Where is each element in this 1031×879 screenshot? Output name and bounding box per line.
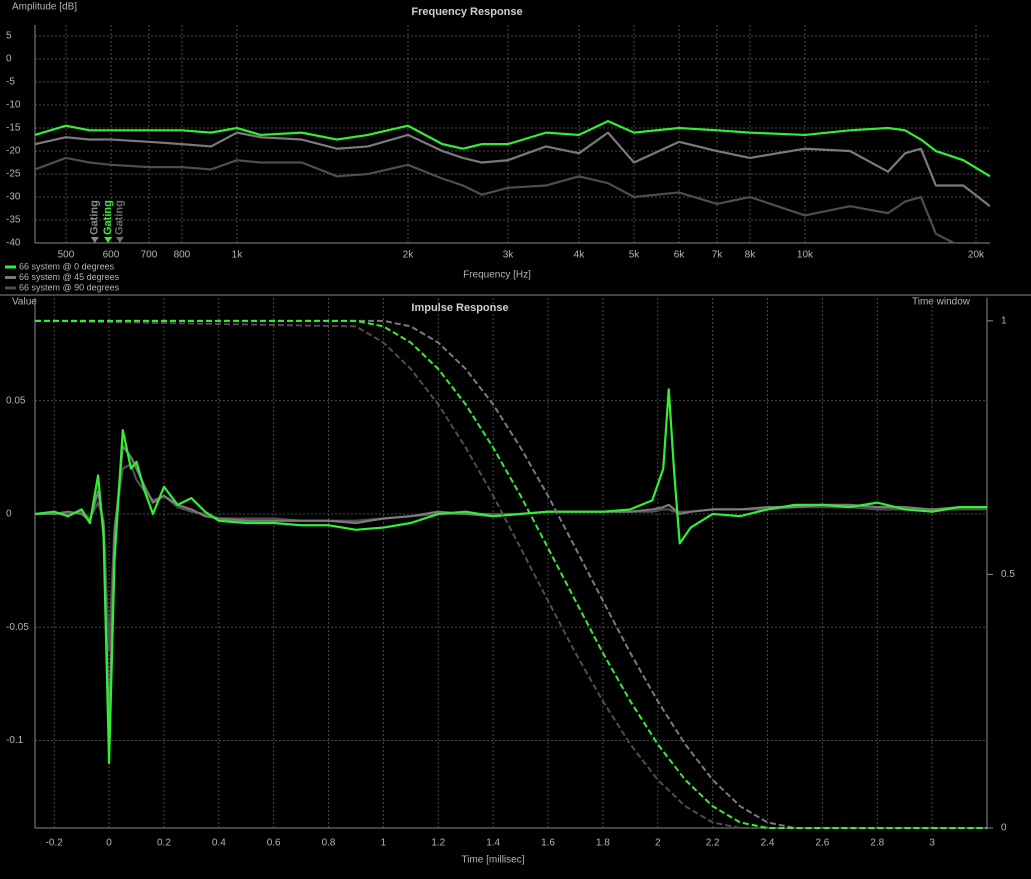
x-tick-label: 2.6 xyxy=(815,838,829,849)
y-axis-label: Amplitude [dB] xyxy=(12,2,77,13)
y2-tick-label: 0 xyxy=(1001,823,1007,834)
y-tick-label: -25 xyxy=(6,169,21,180)
plot-area xyxy=(35,319,987,829)
y-axis-label: Value xyxy=(12,297,37,308)
y-tick-label: 5 xyxy=(6,31,12,42)
y-tick-label: 0 xyxy=(6,509,12,520)
y-tick-label: -35 xyxy=(6,215,21,226)
x-axis-label: Frequency [Hz] xyxy=(463,270,531,281)
x-tick-label: 0.2 xyxy=(157,838,171,849)
y-tick-label: -20 xyxy=(6,146,21,157)
series-line xyxy=(35,131,990,208)
x-tick-label: 2 xyxy=(655,838,661,849)
x-tick-label: 800 xyxy=(174,250,191,261)
x-tick-label: 6k xyxy=(674,250,686,261)
y-tick-label: -30 xyxy=(6,192,21,203)
x-tick-label: 2k xyxy=(403,250,415,261)
y-tick-label: 0.05 xyxy=(6,395,26,406)
series-line xyxy=(35,156,957,243)
x-tick-label: 2.8 xyxy=(870,838,884,849)
series-line xyxy=(35,444,987,731)
x-tick-label: 2.2 xyxy=(706,838,720,849)
x-tick-label: 4k xyxy=(574,250,586,261)
legend-label: 66 system @ 90 degrees xyxy=(19,282,120,292)
x-tick-label: 1.8 xyxy=(596,838,610,849)
series-line xyxy=(35,319,987,829)
gating-marker xyxy=(104,237,113,243)
y-tick-label: -10 xyxy=(6,100,21,111)
plot-area xyxy=(35,120,990,243)
x-tick-label: 8k xyxy=(745,250,757,261)
x-tick-label: 600 xyxy=(103,250,120,261)
x-tick-label: 0.8 xyxy=(322,838,336,849)
series-line xyxy=(35,319,987,829)
x-tick-label: 1 xyxy=(381,838,387,849)
x-tick-label: 0 xyxy=(106,838,112,849)
x-tick-label: 7k xyxy=(712,250,724,261)
x-tick-label: 1.4 xyxy=(486,838,500,849)
chart-title: Impulse Response xyxy=(411,302,508,314)
x-tick-label: 0.4 xyxy=(212,838,226,849)
y-tick-label: -5 xyxy=(6,77,15,88)
gating-marker xyxy=(115,237,124,243)
x-tick-label: 700 xyxy=(141,250,158,261)
x-tick-label: 2.4 xyxy=(761,838,775,849)
x-tick-label: 3k xyxy=(503,250,515,261)
y2-tick-label: 1 xyxy=(1001,315,1007,326)
x-tick-label: 3 xyxy=(929,838,935,849)
gating-marker xyxy=(90,237,99,243)
y2-axis-label: Time window xyxy=(912,297,971,308)
x-tick-label: 20k xyxy=(968,250,985,261)
y2-tick-label: 0.5 xyxy=(1001,569,1015,580)
x-tick-label: 0.6 xyxy=(267,838,281,849)
series-line xyxy=(35,120,990,178)
chart-title: Frequency Response xyxy=(411,6,522,18)
y-tick-label: -0.1 xyxy=(6,735,24,746)
x-tick-label: 500 xyxy=(58,250,75,261)
series-line xyxy=(35,462,987,651)
series-line xyxy=(35,319,987,829)
gating-label: Gating xyxy=(114,200,126,235)
legend-label: 66 system @ 0 degrees xyxy=(19,261,115,271)
x-axis-label: Time [millisec] xyxy=(462,855,525,866)
x-tick-label: -0.2 xyxy=(46,838,64,849)
y-tick-label: -0.05 xyxy=(6,622,29,633)
y-tick-label: -40 xyxy=(6,238,21,249)
gating-label: Gating xyxy=(102,200,114,235)
series-line xyxy=(35,388,987,765)
y-tick-label: -15 xyxy=(6,123,21,134)
x-tick-label: 1k xyxy=(232,250,244,261)
x-tick-label: 5k xyxy=(629,250,641,261)
gating-label: Gating xyxy=(89,200,101,235)
legend-label: 66 system @ 45 degrees xyxy=(19,272,120,282)
y-tick-label: 0 xyxy=(6,54,12,65)
x-tick-label: 10k xyxy=(797,250,814,261)
x-tick-label: 1.2 xyxy=(431,838,445,849)
x-tick-label: 1.6 xyxy=(541,838,555,849)
